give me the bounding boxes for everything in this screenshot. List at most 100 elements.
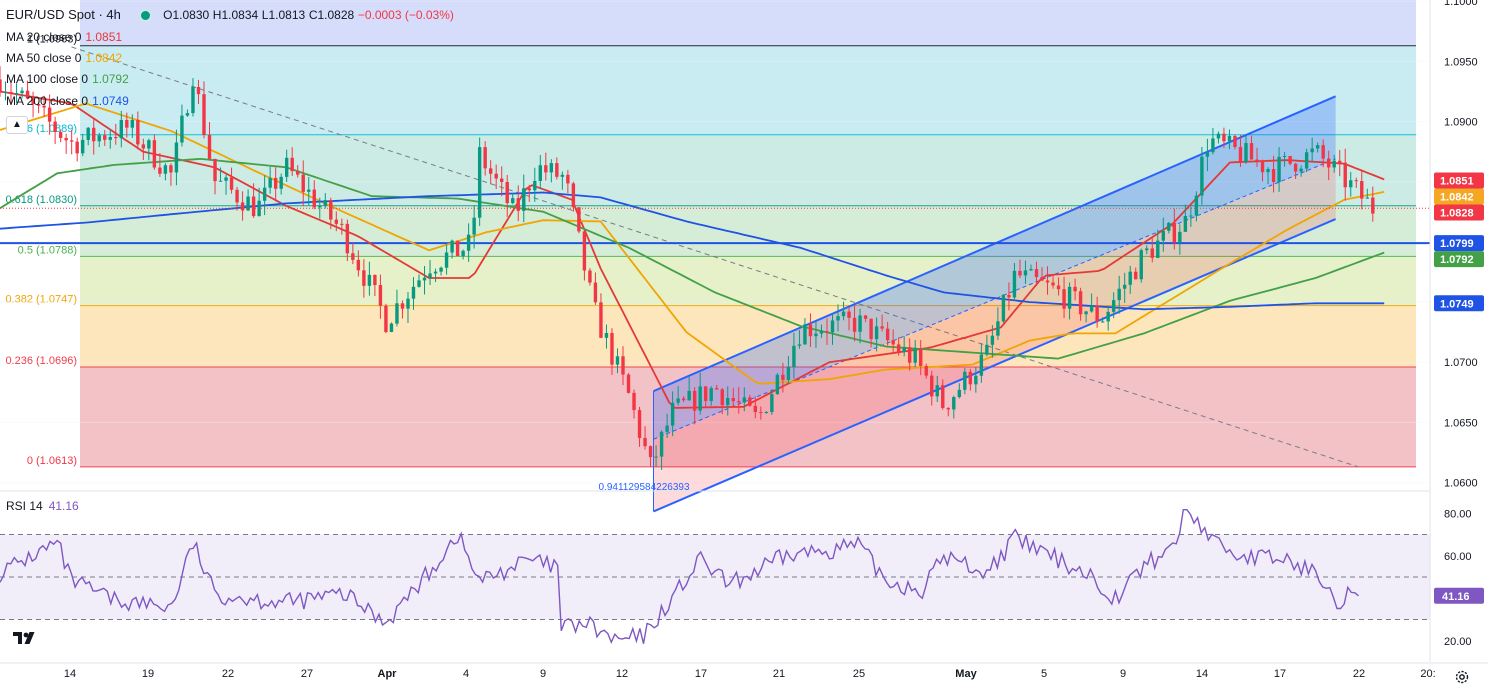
legend-ma50-label: MA 50 close 0: [6, 51, 82, 65]
candle-body: [770, 394, 774, 413]
candle-body: [1338, 160, 1342, 163]
candle-body: [1001, 294, 1006, 322]
candle-body: [1349, 180, 1353, 188]
candle-body: [1045, 280, 1050, 283]
candle-body: [715, 388, 719, 390]
rsi-axis-tick-1: 60.00: [1444, 551, 1472, 563]
legend-ma20[interactable]: MA 20 close 0 1.0851: [6, 30, 122, 44]
candle-body: [637, 410, 642, 438]
time-axis-tick-2: 22: [222, 668, 234, 680]
time-axis-tick-13: 9: [1120, 668, 1126, 680]
price-axis-tick-0: 1.1000: [1444, 0, 1478, 8]
candle-body: [1205, 152, 1210, 157]
candle-body: [301, 174, 305, 192]
candle-body: [538, 165, 543, 181]
price-axis-tick-1: 1.0950: [1444, 56, 1478, 68]
candle-body: [75, 141, 79, 154]
candle-body: [284, 157, 289, 177]
candle-body: [1310, 148, 1314, 153]
candle-body: [455, 240, 460, 257]
price-tag-text-4: 1.0792: [1440, 254, 1474, 266]
candle-body: [417, 280, 421, 287]
candle-body: [1293, 163, 1298, 172]
candle-body: [439, 267, 443, 272]
candle-body: [604, 332, 609, 338]
candle-body: [990, 335, 995, 345]
candle-body: [786, 367, 791, 380]
candle-body: [979, 354, 984, 376]
legend-ma200[interactable]: MA 200 close 0 1.0749: [6, 94, 129, 108]
candle-body: [599, 302, 603, 338]
candle-body: [1332, 160, 1336, 168]
legend-collapse-button[interactable]: ▲: [6, 116, 28, 134]
candle-body: [621, 356, 625, 375]
candle-body: [47, 107, 52, 122]
candle-body: [196, 87, 201, 95]
fib-zone-4: [80, 205, 1416, 257]
candle-body: [119, 119, 123, 139]
candle-body: [1222, 133, 1226, 142]
candle-body: [626, 374, 631, 393]
candle-body: [158, 167, 162, 174]
candle-body: [935, 385, 939, 397]
candle-body: [555, 163, 559, 177]
rsi-legend[interactable]: RSI 14 41.16: [6, 499, 79, 513]
candle-body: [632, 392, 636, 411]
candle-body: [362, 270, 366, 286]
candle-body: [1304, 152, 1309, 169]
time-axis-tick-8: 17: [695, 668, 707, 680]
candle-body: [373, 274, 377, 286]
price-axis-tick-6: 1.0700: [1444, 357, 1478, 369]
legend-ma50[interactable]: MA 50 close 0 1.0842: [6, 51, 122, 65]
symbol-title[interactable]: EUR/USD Spot · 4h: [6, 7, 121, 22]
legend-ma20-label: MA 20 close 0: [6, 30, 82, 44]
candle-body: [477, 147, 482, 218]
tradingview-logo-icon[interactable]: [12, 630, 38, 646]
ma-line-ma200: [0, 191, 1385, 311]
candle-body: [731, 398, 735, 402]
candle-body: [963, 371, 967, 390]
price-tag-text-2: 1.0828: [1440, 208, 1474, 220]
candle-body: [1084, 311, 1088, 315]
candle-body: [1249, 143, 1254, 160]
candle-body: [885, 328, 890, 341]
candle-body: [80, 139, 85, 154]
candle-body: [1326, 158, 1331, 168]
candle-body: [103, 135, 107, 140]
candle-body: [1150, 248, 1154, 258]
candle-body: [125, 119, 129, 128]
candle-body: [720, 389, 724, 406]
candle-body: [907, 347, 912, 363]
candle-body: [246, 196, 250, 211]
candle-body: [654, 456, 658, 458]
candle-body: [703, 386, 708, 401]
candle-body: [781, 374, 785, 380]
candle-body: [240, 202, 245, 211]
chevron-up-icon: ▲: [12, 119, 22, 130]
candle-body: [544, 165, 548, 173]
candle-body: [1067, 286, 1072, 309]
candle-body: [1145, 248, 1149, 251]
candle-body: [450, 240, 454, 253]
candle-body: [251, 196, 256, 217]
candle-body: [764, 412, 769, 414]
candle-body: [334, 219, 339, 224]
candle-body: [648, 446, 653, 458]
candle-body: [58, 131, 63, 138]
gear-icon[interactable]: [1454, 669, 1470, 685]
candle-body: [36, 104, 41, 106]
candle-body: [687, 390, 691, 401]
time-axis-tick-14: 14: [1196, 668, 1208, 680]
candle-body: [615, 356, 620, 365]
price-tag-text-1: 1.0842: [1440, 192, 1474, 204]
ma-line-ma100: [0, 157, 1385, 360]
legend-ma100[interactable]: MA 100 close 0 1.0792: [6, 72, 129, 86]
candle-body: [1078, 291, 1083, 315]
candle-body: [516, 198, 520, 211]
candle-body: [152, 140, 157, 168]
candle-body: [356, 259, 361, 271]
candle-body: [533, 180, 537, 191]
candle-body: [1365, 197, 1369, 199]
time-axis-tick-6: 9: [540, 668, 546, 680]
